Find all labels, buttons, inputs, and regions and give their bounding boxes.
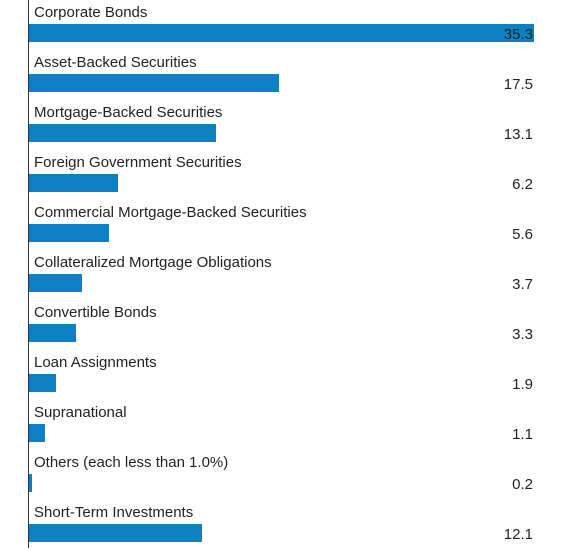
bar-label: Corporate Bonds — [34, 4, 147, 21]
bar — [29, 274, 82, 292]
bar — [29, 24, 534, 42]
bar-value: 12.1 — [504, 526, 533, 543]
bar-label: Collateralized Mortgage Obligations — [34, 254, 272, 271]
bar-label: Mortgage-Backed Securities — [34, 104, 222, 121]
bar-row: Mortgage-Backed Securities 13.1 — [0, 100, 573, 150]
bar-value: 3.3 — [512, 326, 533, 343]
bar — [29, 324, 76, 342]
bar-row: Short-Term Investments 12.1 — [0, 500, 573, 550]
bar-row: Asset-Backed Securities 17.5 — [0, 50, 573, 100]
bar — [29, 424, 45, 442]
bar — [29, 474, 32, 492]
bar-value: 13.1 — [504, 126, 533, 143]
bar-value: 5.6 — [512, 226, 533, 243]
bar-value: 0.2 — [512, 476, 533, 493]
bar-label: Commercial Mortgage-Backed Securities — [34, 204, 307, 221]
bar-label: Others (each less than 1.0%) — [34, 454, 228, 471]
bar-value: 35.3 — [504, 26, 533, 43]
bar-row: Foreign Government Securities 6.2 — [0, 150, 573, 200]
bar-row: Loan Assignments 1.9 — [0, 350, 573, 400]
bar — [29, 124, 216, 142]
bar-row: Supranational 1.1 — [0, 400, 573, 450]
bar — [29, 74, 279, 92]
bar-row: Convertible Bonds 3.3 — [0, 300, 573, 350]
bar-value: 1.1 — [512, 426, 533, 443]
bar-row: Commercial Mortgage-Backed Securities 5.6 — [0, 200, 573, 250]
bar-value: 17.5 — [504, 76, 533, 93]
bar-label: Convertible Bonds — [34, 304, 157, 321]
bar-label: Asset-Backed Securities — [34, 54, 197, 71]
bar — [29, 224, 109, 242]
bar-row: Others (each less than 1.0%) 0.2 — [0, 450, 573, 500]
bar-row: Corporate Bonds 35.3 — [0, 0, 573, 50]
bar-value: 1.9 — [512, 376, 533, 393]
bar-label: Foreign Government Securities — [34, 154, 242, 171]
bar-label: Supranational — [34, 404, 127, 421]
bar-value: 3.7 — [512, 276, 533, 293]
bar-row: Collateralized Mortgage Obligations 3.7 — [0, 250, 573, 300]
bar — [29, 174, 118, 192]
bar-value: 6.2 — [512, 176, 533, 193]
bar-label: Short-Term Investments — [34, 504, 193, 521]
allocation-bar-chart: Corporate Bonds 35.3 Asset-Backed Securiti… — [0, 0, 573, 548]
bar-label: Loan Assignments — [34, 354, 157, 371]
bar — [29, 374, 56, 392]
bar — [29, 524, 202, 542]
